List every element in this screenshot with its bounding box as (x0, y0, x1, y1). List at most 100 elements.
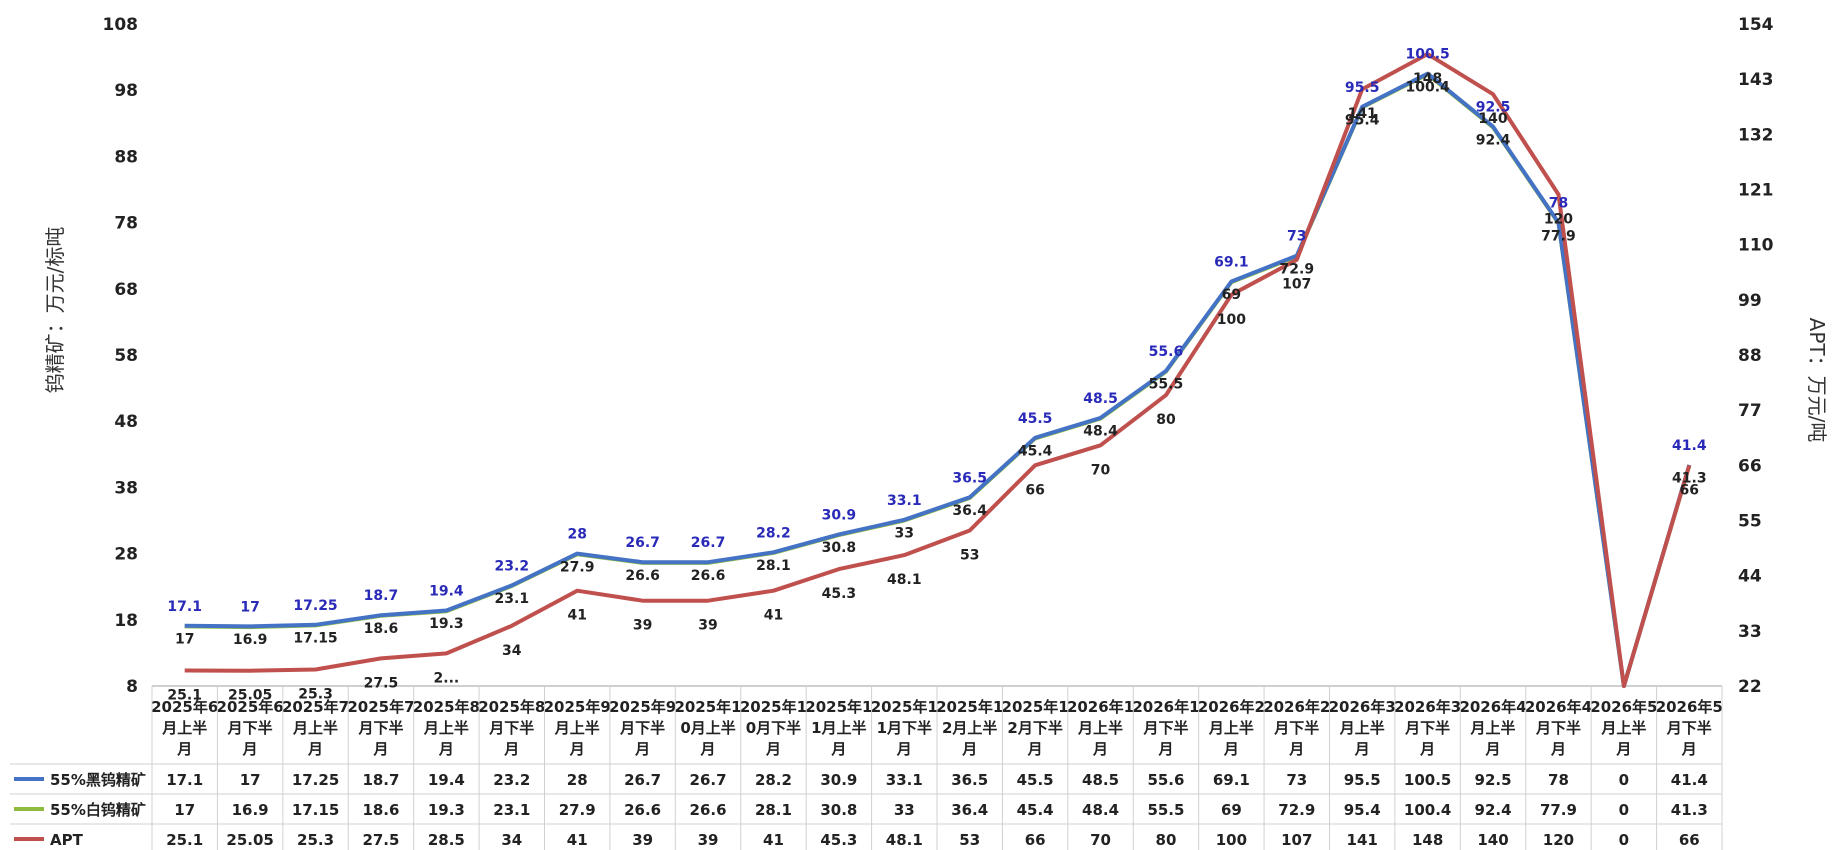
table-cell: 0 (1619, 801, 1629, 819)
right-tick-label: 121 (1738, 181, 1774, 201)
table-cell: 17 (174, 801, 195, 819)
category-label: 月 (961, 740, 977, 758)
category-label: 2025年7 (282, 698, 349, 716)
series-lines (184, 52, 1692, 688)
category-label: 月下半 (1666, 719, 1712, 737)
category-label: 月下半 (488, 719, 534, 737)
category-label: 2025年1 (871, 698, 938, 716)
category-label: 2025年6 (217, 698, 284, 716)
data-label: 45.4 (1018, 443, 1053, 459)
category-label: 月 (1354, 740, 1370, 758)
category-label: 2026年3 (1329, 698, 1396, 716)
category-label: 2025年1 (805, 698, 872, 716)
series-line (184, 52, 1692, 688)
category-label: 2026年2 (1198, 698, 1265, 716)
data-label: 45.3 (822, 586, 857, 602)
data-label: 73 (1287, 229, 1306, 245)
table-cell: 72.9 (1278, 801, 1315, 819)
legend-label: APT (50, 831, 84, 849)
category-label: 月下半 (1535, 719, 1581, 737)
category-label: 2026年3 (1394, 698, 1461, 716)
data-label: 33 (895, 526, 914, 542)
table-cell: 25.1 (166, 831, 203, 849)
data-table: 55%黑钨精矿 17.1 17 17.25 18.7 19.4 23.2 28 26.7 26.7… (10, 686, 1723, 850)
right-tick-label: 88 (1738, 346, 1762, 366)
table-cell: 39 (698, 831, 719, 849)
category-label: 2月上半 (942, 719, 997, 737)
table-cell: 55.5 (1147, 801, 1184, 819)
left-tick-label: 108 (103, 15, 139, 35)
right-tick-label: 110 (1738, 236, 1774, 256)
data-label: 19.3 (429, 616, 464, 632)
table-cell: 48.5 (1082, 771, 1119, 789)
left-tick-label: 88 (114, 147, 138, 167)
category-label: 2026年5 (1656, 698, 1723, 716)
right-tick-label: 99 (1738, 291, 1762, 311)
data-label: 100 (1217, 312, 1246, 328)
data-label: 41.4 (1672, 438, 1707, 454)
category-label: 月 (1419, 740, 1435, 758)
data-label: 26.7 (691, 535, 726, 551)
category-label: 月上半 (1470, 719, 1516, 737)
data-label: 39 (698, 618, 717, 634)
data-label: 41 (567, 608, 586, 624)
category-label: 2025年1 (740, 698, 807, 716)
data-label: 16.9 (233, 632, 268, 648)
table-cell: 28.1 (755, 801, 792, 819)
table-cell: 30.9 (820, 771, 857, 789)
table-cell: 92.4 (1475, 801, 1512, 819)
table-cell: 19.3 (428, 801, 465, 819)
right-tick-label: 22 (1738, 677, 1762, 697)
table-cell: 41 (567, 831, 588, 849)
table-cell: 30.8 (820, 801, 857, 819)
category-label: 月 (307, 740, 323, 758)
table-cell: 16.9 (232, 801, 269, 819)
table-cell: 18.7 (362, 771, 399, 789)
category-label: 2025年1 (936, 698, 1003, 716)
left-axis-title: 钨精矿：万元/标吨 (43, 227, 67, 394)
category-label: 月下半 (1273, 719, 1319, 737)
category-label: 1月上半 (811, 719, 866, 737)
category-label: 2025年8 (413, 698, 480, 716)
data-label: 78 (1549, 196, 1568, 212)
category-label: 月 (503, 740, 519, 758)
data-label: 19.4 (429, 584, 464, 600)
left-tick-label: 98 (114, 81, 138, 101)
table-cell: 48.4 (1082, 801, 1119, 819)
left-tick-label: 28 (114, 545, 138, 565)
category-label: 月上半 (1600, 719, 1646, 737)
category-label: 1月下半 (877, 719, 932, 737)
data-label: 25.3 (298, 686, 333, 702)
data-label: 39 (633, 618, 652, 634)
table-cell: 33.1 (886, 771, 923, 789)
table-cell: 70 (1090, 831, 1111, 849)
table-cell: 26.7 (690, 771, 727, 789)
left-tick-label: 38 (114, 478, 138, 498)
table-cell: 25.3 (297, 831, 334, 849)
table-cell: 25.05 (226, 831, 273, 849)
table-cell: 53 (959, 831, 980, 849)
category-label: 月下半 (1142, 719, 1188, 737)
data-label: 41 (764, 608, 783, 624)
data-labels: 17.1 17 17.25 18.7 19.4 23.2 28 26.7 26.7 28.2 30.… (167, 47, 1706, 704)
table-cell: 19.4 (428, 771, 465, 789)
data-label: 92.4 (1476, 132, 1511, 148)
data-label: 41.3 (1672, 471, 1707, 487)
table-cell: 100.5 (1404, 771, 1451, 789)
data-label: 18.6 (364, 621, 399, 637)
data-label: 36.4 (952, 503, 987, 519)
data-label: 77.9 (1541, 228, 1576, 244)
category-label: 2025年9 (544, 698, 611, 716)
data-label: 27.9 (560, 559, 595, 575)
table-cell: 27.9 (559, 801, 596, 819)
table-cell: 100.4 (1404, 801, 1451, 819)
left-tick-label: 48 (114, 412, 138, 432)
axes: 8 18 28 38 48 58 68 78 88 98 108 22 33 44 55 66 77 88 99 11… (103, 15, 1774, 758)
table-cell: 41.4 (1671, 771, 1708, 789)
category-label: 月 (1092, 740, 1108, 758)
table-cell: 69.1 (1213, 771, 1250, 789)
table-cell: 26.6 (690, 801, 727, 819)
category-label: 月上半 (161, 719, 207, 737)
table-cell: 95.5 (1344, 771, 1381, 789)
